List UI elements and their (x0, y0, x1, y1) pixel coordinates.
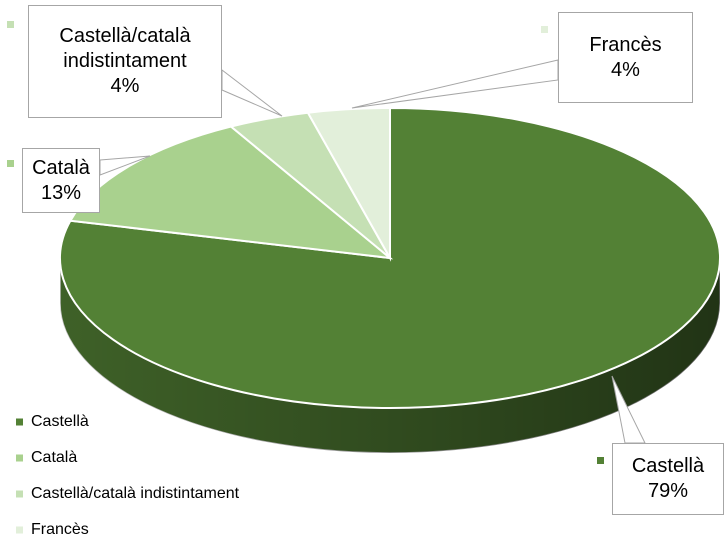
legend-label: Castellà (31, 413, 89, 430)
callout-key (7, 21, 14, 28)
data-label: Francès 4% (558, 12, 693, 103)
label-value: 13% (40, 181, 82, 204)
legend-label: Francès (31, 521, 89, 538)
label-value: 79% (647, 480, 689, 502)
legend-swatch (16, 454, 23, 462)
label-category: Francès (589, 33, 662, 56)
label-category: Castellà/català indistintament (59, 25, 191, 72)
label-category: Castellà (631, 455, 705, 477)
slice (306, 106, 391, 262)
label-value: 4% (611, 58, 640, 81)
data-label: Català 13% (22, 148, 100, 213)
callout-key (7, 160, 14, 167)
data-label: Castellà/català indistintament 4% (28, 5, 222, 118)
callout-key (597, 457, 604, 464)
label-value: 4% (110, 75, 140, 97)
slice-side-shade (60, 258, 720, 453)
callout-key (541, 26, 548, 33)
label-category: Català (32, 156, 90, 179)
legend-swatch (16, 526, 23, 534)
callout-pointer (351, 59, 559, 109)
data-label: Castellà 79% (612, 443, 724, 515)
legend-label: Català (31, 449, 77, 466)
callout-pointer (221, 68, 283, 117)
legend-swatch (16, 418, 23, 426)
callout-pointer (99, 155, 151, 176)
legend-swatch (16, 490, 23, 498)
legend-label: Castellà/català indistintament (31, 485, 240, 502)
